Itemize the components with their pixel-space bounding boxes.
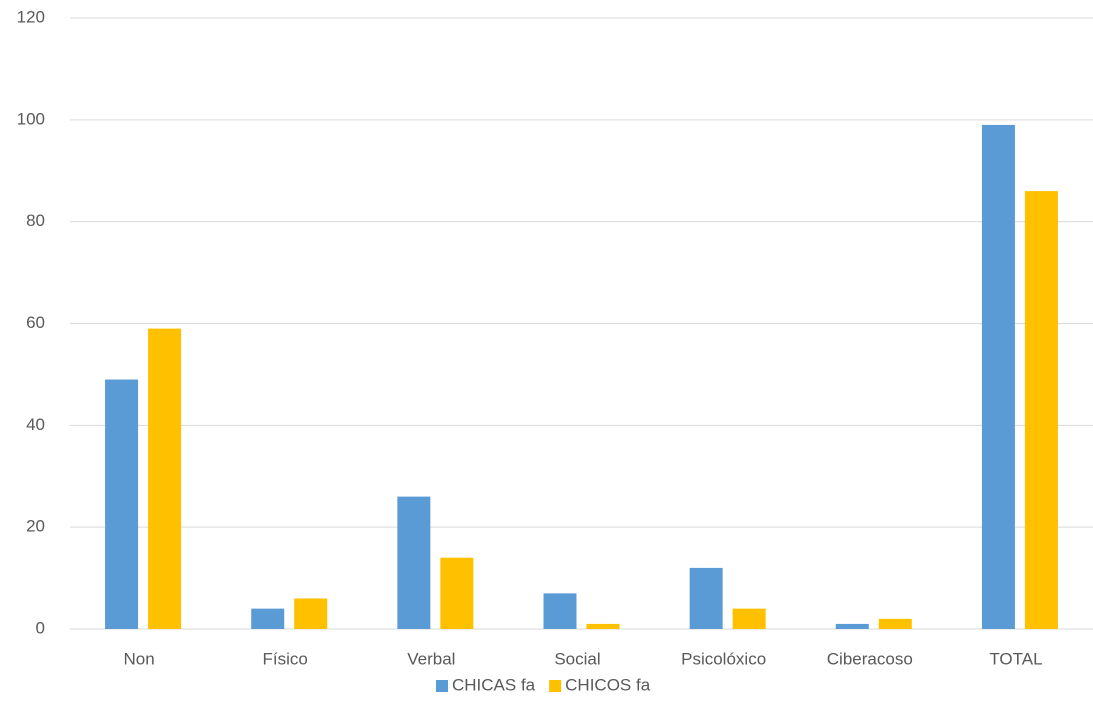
bar [732, 608, 766, 629]
bar [689, 567, 723, 629]
bar [981, 124, 1015, 630]
bar [878, 618, 912, 629]
x-tick-label: Social [554, 649, 600, 668]
legend-label: CHICAS fa [452, 675, 536, 694]
y-tick-label: 20 [26, 517, 45, 536]
x-tick-label: Verbal [407, 649, 455, 668]
y-tick-label: 0 [36, 618, 45, 637]
bar [251, 608, 285, 629]
bar [294, 598, 328, 629]
bar [148, 328, 182, 629]
bar [543, 593, 577, 629]
bar [440, 557, 474, 629]
legend-label: CHICOS fa [565, 675, 651, 694]
bar [1024, 191, 1058, 629]
x-tick-label: Non [123, 649, 154, 668]
y-tick-label: 120 [17, 7, 45, 26]
x-tick-label: Físico [263, 649, 308, 668]
y-tick-label: 80 [26, 211, 45, 230]
x-tick-label: Psicolóxico [681, 649, 766, 668]
y-tick-label: 100 [17, 109, 45, 128]
bar [397, 496, 431, 629]
x-tick-label: TOTAL [989, 649, 1042, 668]
legend-swatch [549, 680, 562, 692]
x-tick-label: Ciberacoso [827, 649, 913, 668]
legend-swatch [436, 680, 448, 692]
y-tick-label: 40 [26, 415, 45, 434]
bar [835, 623, 869, 629]
bar [105, 379, 139, 629]
y-tick-label: 60 [26, 313, 45, 332]
bar [586, 623, 620, 629]
